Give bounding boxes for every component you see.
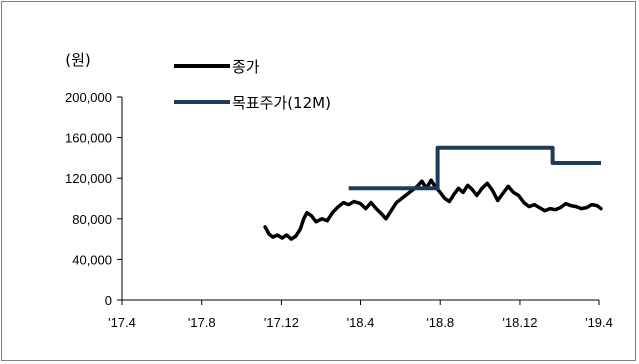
x-tick-label: '19.4 [585, 315, 613, 330]
x-tick-label: '17.8 [188, 315, 216, 330]
axes: 0 40,000 80,000 120,000 160,000 200,000 '17.4 '… [65, 90, 613, 330]
y-tick-label: 40,000 [72, 252, 112, 267]
y-tick-label: 160,000 [65, 131, 112, 146]
y-tick-label: 200,000 [65, 90, 112, 105]
x-tick-label: '18.4 [347, 315, 375, 330]
x-tick-label: '17.4 [108, 315, 136, 330]
legend-label-target-price: 목표주가(12M) [232, 94, 331, 112]
y-tick-label: 80,000 [72, 212, 112, 227]
series-line-close-price [263, 178, 603, 241]
y-tick-label: 120,000 [65, 171, 112, 186]
y-unit-label: (원) [65, 51, 91, 69]
y-tick-label: 0 [105, 293, 112, 308]
x-tick-label: '18.8 [426, 315, 454, 330]
legend-label-close-price: 종가 [232, 58, 260, 76]
series-line-target-price [348, 145, 601, 191]
series-layer [263, 145, 603, 241]
x-tick-label: '17.12 [264, 315, 299, 330]
x-tick-label: '18.12 [502, 315, 537, 330]
